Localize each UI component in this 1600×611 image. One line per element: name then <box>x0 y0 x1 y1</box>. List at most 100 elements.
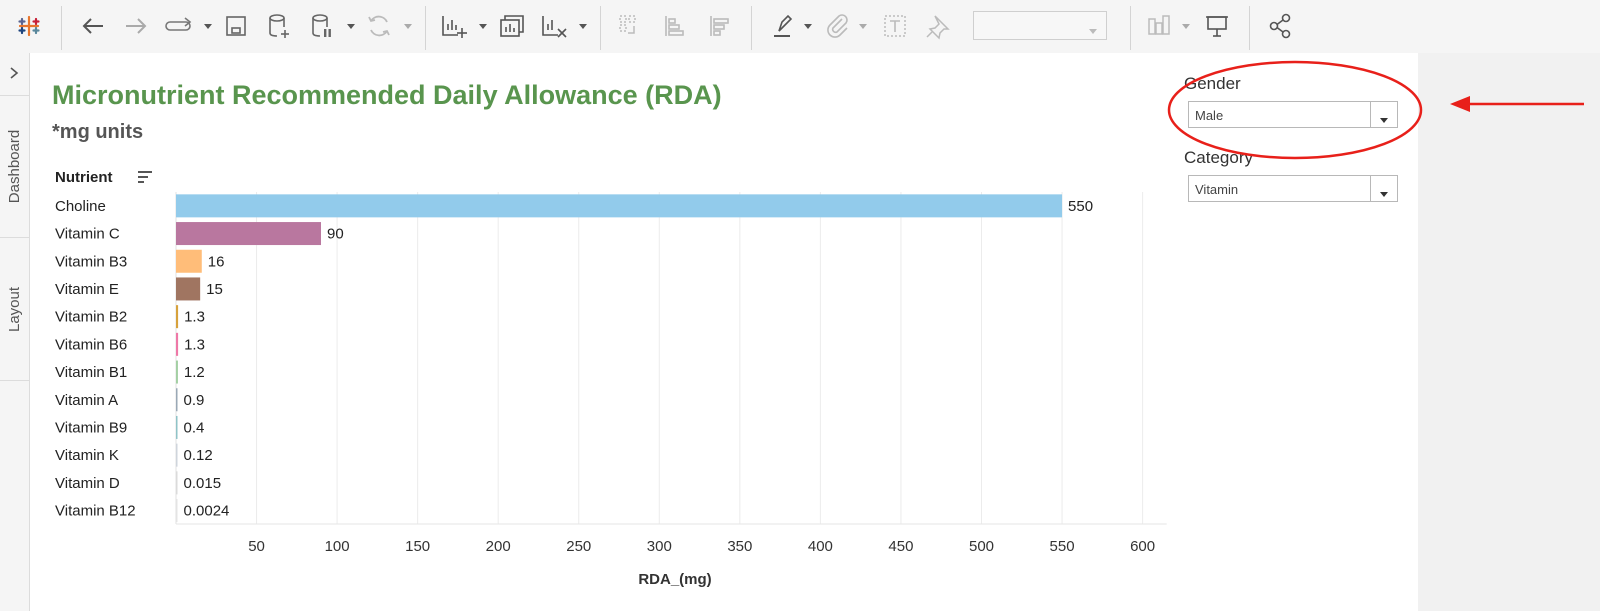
x-tick-label: 200 <box>486 538 511 555</box>
x-tick-label: 50 <box>248 538 265 555</box>
undo-icon[interactable] <box>77 10 109 42</box>
chevron-right-icon[interactable] <box>6 65 22 81</box>
attach-dropdown-icon[interactable] <box>858 22 868 30</box>
category-filter-select[interactable]: Vitamin <box>1188 175 1398 202</box>
toolbar-separator <box>425 6 426 50</box>
rail-divider <box>0 380 29 381</box>
tableau-logo-icon[interactable] <box>13 10 45 42</box>
data-bar[interactable] <box>176 360 178 384</box>
highlight-icon[interactable] <box>768 10 800 42</box>
save-icon[interactable] <box>220 10 252 42</box>
x-tick-label: 250 <box>566 538 591 555</box>
new-datasource-icon[interactable] <box>263 10 295 42</box>
toolbar-separator <box>751 6 752 50</box>
refresh-icon[interactable] <box>363 10 395 42</box>
toolbar-separator <box>600 6 601 50</box>
highlight-dropdown-icon[interactable] <box>803 22 813 30</box>
x-axis-title: RDA_(mg) <box>638 571 711 588</box>
x-tick-label: 100 <box>325 538 350 555</box>
chevron-down-icon <box>1379 111 1389 123</box>
sort-icon[interactable] <box>136 169 154 185</box>
redo-icon[interactable] <box>120 10 152 42</box>
x-tick-label: 500 <box>969 538 994 555</box>
gender-filter-label: Gender <box>1184 74 1241 93</box>
pause-updates-icon[interactable] <box>306 10 338 42</box>
value-label: 1.3 <box>184 336 205 353</box>
refresh-dropdown-icon[interactable] <box>403 22 413 30</box>
data-bar[interactable] <box>176 332 179 356</box>
category-label: Vitamin B9 <box>55 419 127 436</box>
select-divider <box>1370 176 1371 201</box>
new-worksheet-icon[interactable] <box>438 10 470 42</box>
value-label: 1.3 <box>184 309 205 326</box>
data-bar[interactable] <box>176 499 178 523</box>
value-label: 16 <box>208 253 225 270</box>
data-bar[interactable] <box>176 415 178 439</box>
data-bar[interactable] <box>176 388 178 412</box>
gender-filter-select[interactable]: Male <box>1188 101 1398 128</box>
value-label: 15 <box>206 281 223 298</box>
category-label: Vitamin B12 <box>55 503 136 520</box>
category-label: Choline <box>55 198 106 215</box>
value-label: 550 <box>1068 198 1093 215</box>
value-label: 0.0024 <box>184 503 230 520</box>
gender-filter-value: Male <box>1195 108 1224 123</box>
category-label: Vitamin B3 <box>55 253 127 270</box>
data-bar[interactable] <box>176 222 321 246</box>
rail-divider <box>0 237 29 238</box>
data-bar[interactable] <box>176 194 1063 218</box>
toolbar <box>0 0 1600 53</box>
show-me-dropdown-icon[interactable] <box>1181 22 1191 30</box>
x-tick-label: 600 <box>1130 538 1155 555</box>
category-label: Vitamin D <box>55 475 120 492</box>
data-bar[interactable] <box>176 305 179 329</box>
new-worksheet-dropdown-icon[interactable] <box>478 22 488 30</box>
clear-sheet-dropdown-icon[interactable] <box>578 22 588 30</box>
x-tick-label: 150 <box>405 538 430 555</box>
category-label: Vitamin A <box>55 392 118 409</box>
clear-sheet-icon[interactable] <box>538 10 570 42</box>
value-label: 1.2 <box>184 364 205 381</box>
x-tick-label: 550 <box>1050 538 1075 555</box>
data-bar[interactable] <box>176 249 202 273</box>
dashboard-title: Micronutrient Recommended Daily Allowanc… <box>52 80 722 110</box>
duplicate-sheet-icon[interactable] <box>496 10 528 42</box>
x-tick-label: 350 <box>727 538 752 555</box>
canvas-gutter <box>1418 53 1600 611</box>
value-label: 90 <box>327 226 344 243</box>
value-label: 0.015 <box>184 475 222 492</box>
x-tick-label: 300 <box>647 538 672 555</box>
present-flow-icon[interactable] <box>163 10 195 42</box>
chevron-down-icon <box>1379 185 1389 197</box>
sort-descending-icon[interactable] <box>703 10 735 42</box>
side-rail: Dashboard Layout <box>0 53 30 611</box>
show-me-icon[interactable] <box>1145 10 1177 42</box>
presentation-icon[interactable] <box>1201 10 1233 42</box>
swap-icon[interactable] <box>614 10 646 42</box>
toolbar-separator <box>61 6 62 50</box>
text-label-icon[interactable] <box>879 10 911 42</box>
x-tick-label: 450 <box>888 538 913 555</box>
share-icon[interactable] <box>1265 10 1297 42</box>
category-label: Vitamin B6 <box>55 336 127 353</box>
pin-icon[interactable] <box>922 10 954 42</box>
attach-icon[interactable] <box>822 10 854 42</box>
data-bar[interactable] <box>176 471 178 495</box>
toolbar-separator <box>1130 6 1131 50</box>
nutrient-column-header[interactable]: Nutrient <box>55 169 113 186</box>
select-divider <box>1370 102 1371 127</box>
category-label: Vitamin E <box>55 281 119 298</box>
fit-dropdown[interactable] <box>973 11 1107 40</box>
data-bar[interactable] <box>176 443 178 467</box>
category-label: Vitamin B1 <box>55 364 127 381</box>
category-filter-value: Vitamin <box>1195 182 1239 197</box>
data-bar[interactable] <box>176 277 201 301</box>
pause-updates-dropdown-icon[interactable] <box>346 22 356 30</box>
category-label: Vitamin B2 <box>55 309 127 326</box>
chevron-down-icon <box>1088 22 1098 34</box>
present-flow-dropdown-icon[interactable] <box>203 22 213 30</box>
value-label: 0.9 <box>184 392 205 409</box>
sort-ascending-icon[interactable] <box>658 10 690 42</box>
category-label: Vitamin K <box>55 447 119 464</box>
